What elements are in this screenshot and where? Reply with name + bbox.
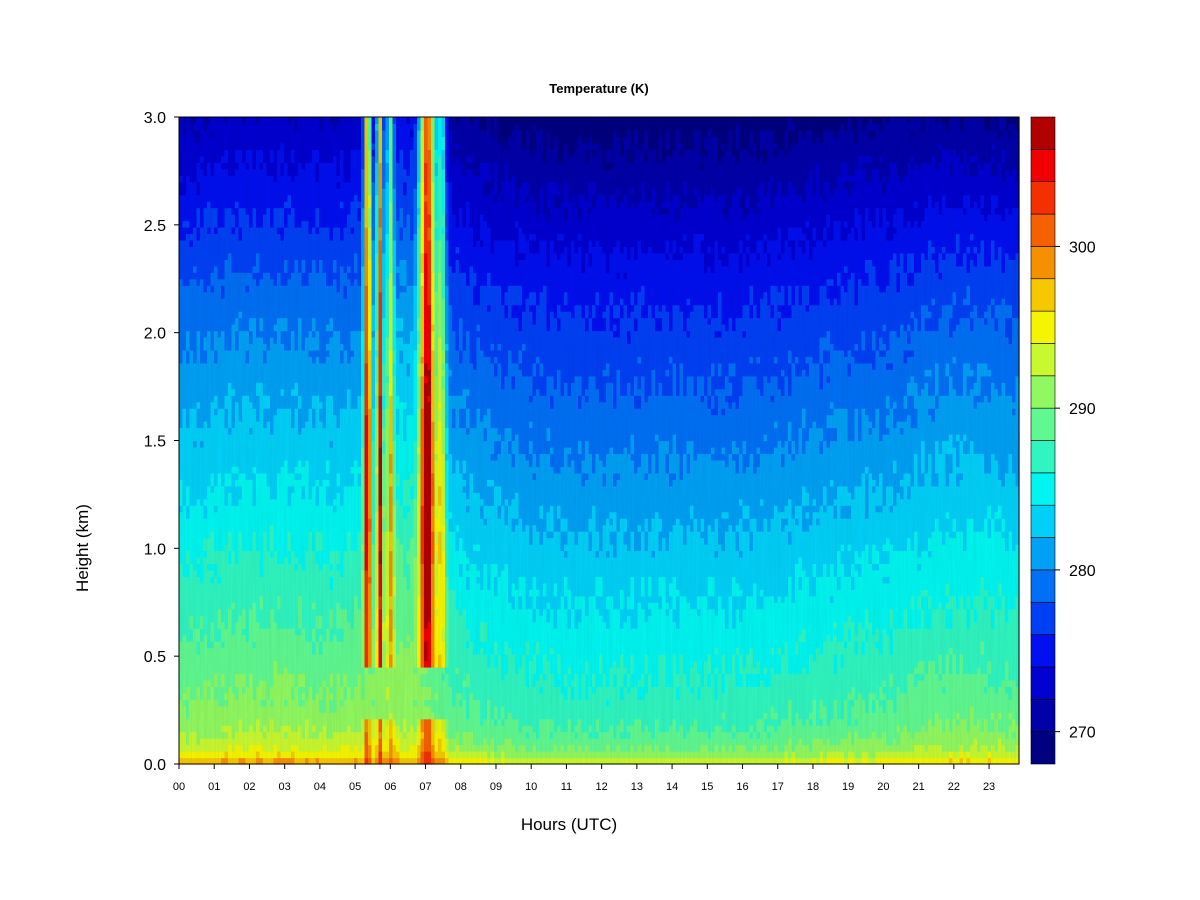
- chart-title: Temperature (K): [549, 81, 648, 96]
